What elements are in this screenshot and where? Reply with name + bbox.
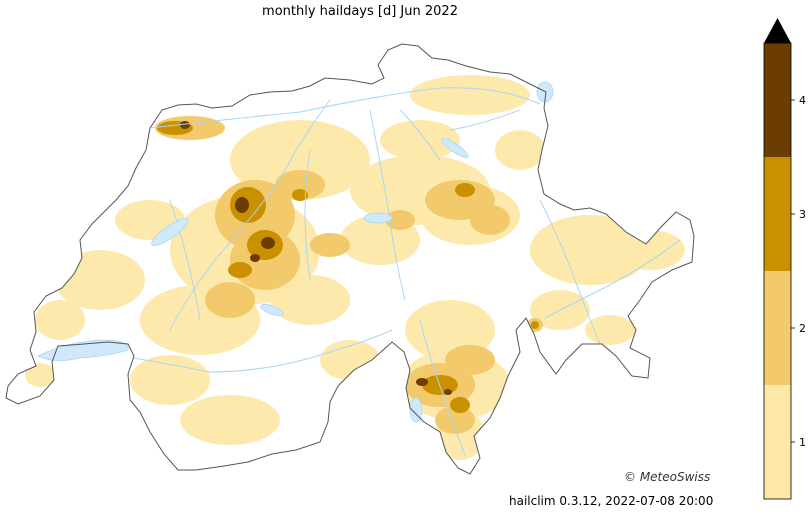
colorbar-segment: [764, 271, 791, 385]
colorbar-frame: [763, 42, 792, 500]
river-emme: [304, 149, 311, 281]
colorbar-tick-label: 3: [799, 208, 806, 221]
colorbar-ticks: 1 2 3 4: [791, 94, 806, 449]
version-timestamp: hailclim 0.3.12, 2022-07-08 20:00: [509, 494, 714, 508]
hail-level-4-areas: [180, 121, 452, 395]
lake-lucerne: [363, 212, 393, 224]
colorbar-segments: [764, 43, 791, 499]
lake-maggiore: [409, 397, 423, 423]
map-title: monthly haildays [d] Jun 2022: [262, 4, 458, 19]
meteoswiss-credit: © MeteoSwiss: [624, 470, 711, 484]
lakes: [37, 81, 554, 423]
colorbar-tick-label: 2: [799, 322, 806, 335]
river-limmat: [399, 109, 441, 161]
hail-days-field: [25, 75, 685, 460]
colorbar-segment: [764, 157, 791, 271]
switzerland-border: [5, 43, 695, 475]
lake-thun: [260, 304, 284, 316]
river-vorderrhein: [539, 199, 601, 345]
river-rhine: [149, 87, 541, 129]
river-thur: [449, 109, 521, 131]
lake-zurich: [441, 137, 469, 159]
river-saane: [169, 199, 201, 321]
colorbar-extend-triangle: [764, 18, 791, 43]
switzerland-hail-map: [5, 43, 695, 475]
colorbar-tick-label: 1: [799, 436, 806, 449]
river-inn: [544, 239, 681, 319]
river-ticino: [419, 319, 466, 456]
colorbar-tick-label: 4: [799, 94, 806, 107]
colorbar-segment: [764, 385, 791, 499]
river-aare: [169, 99, 331, 331]
lake-geneva: [37, 339, 129, 361]
colorbar-segment: [764, 43, 791, 157]
lake-neuchatel: [151, 218, 189, 246]
